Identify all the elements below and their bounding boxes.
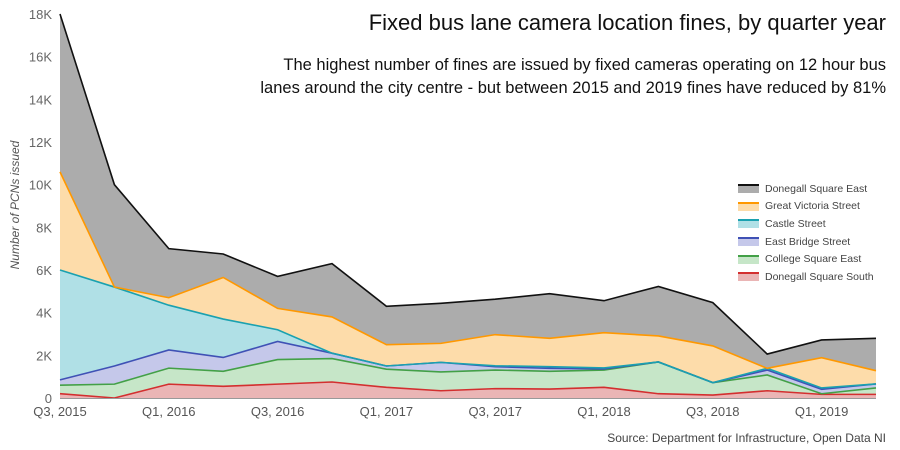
- x-tick-label: Q1, 2018: [577, 404, 631, 419]
- x-tick-label: Q1, 2019: [795, 404, 849, 419]
- legend-swatch: [738, 184, 759, 194]
- y-tick-label: 12K: [29, 135, 52, 150]
- line-donegall-square-south: [59, 381, 876, 399]
- area-donegall-square-east: [60, 14, 876, 371]
- x-tick-label: Q3, 2018: [686, 404, 740, 419]
- legend-item: Donegall Square South: [738, 268, 874, 286]
- y-tick-label: 18K: [29, 7, 52, 22]
- legend-swatch: [738, 237, 759, 247]
- y-tick-label: 6K: [36, 263, 52, 278]
- y-tick-label: 14K: [29, 92, 52, 107]
- legend-swatch: [738, 219, 759, 229]
- legend-item: Great Victoria Street: [738, 198, 874, 216]
- x-tick-label: Q3, 2015: [33, 404, 87, 419]
- area-east-bridge-street: [60, 341, 876, 394]
- y-tick-label: 8K: [36, 220, 52, 235]
- y-tick-label: 4K: [36, 306, 52, 321]
- legend-item: East Bridge Street: [738, 233, 874, 251]
- chart-title: Fixed bus lane camera location fines, by…: [368, 10, 886, 35]
- line-college-square-east: [59, 357, 877, 395]
- legend-swatch: [738, 201, 759, 211]
- x-tick-label: Q1, 2016: [142, 404, 196, 419]
- legend-swatch: [738, 272, 759, 282]
- chart-subtitle: The highest number of fines are issued b…: [166, 54, 886, 100]
- x-tick-label: Q3, 2017: [468, 404, 522, 419]
- subtitle-line: The highest number of fines are issued b…: [283, 56, 886, 74]
- legend-item: Donegall Square East: [738, 180, 874, 198]
- line-donegall-square-east: [59, 13, 877, 355]
- x-tick-label: Q1, 2017: [360, 404, 414, 419]
- legend-label: Donegall Square South: [765, 270, 874, 283]
- area-castle-street: [60, 270, 876, 390]
- subtitle-line: lanes around the city centre - but betwe…: [260, 79, 886, 97]
- y-tick-label: 10K: [29, 178, 52, 193]
- legend-item: Castle Street: [738, 215, 874, 233]
- line-great-victoria-street: [59, 171, 877, 372]
- legend: Donegall Square East Great Victoria Stree…: [738, 180, 874, 286]
- legend-label: Donegall Square East: [765, 182, 868, 195]
- y-axis-label: Number of PCNs issued: [8, 140, 22, 270]
- x-tick-label: Q3, 2016: [251, 404, 305, 419]
- y-tick-label: 16K: [29, 50, 52, 65]
- legend-label: East Bridge Street: [765, 235, 851, 248]
- legend-label: Great Victoria Street: [765, 200, 860, 213]
- source-note: Source: Department for Infrastructure, O…: [607, 431, 886, 445]
- y-tick-label: 2K: [36, 348, 52, 363]
- legend-item: College Square East: [738, 250, 874, 268]
- legend-label: College Square East: [765, 253, 862, 266]
- y-tick-label: 0: [45, 391, 52, 406]
- area-great-victoria-street: [60, 171, 876, 388]
- area-college-square-east: [60, 358, 876, 398]
- line-castle-street: [59, 269, 877, 389]
- legend-swatch: [738, 254, 759, 264]
- legend-label: Castle Street: [765, 217, 826, 230]
